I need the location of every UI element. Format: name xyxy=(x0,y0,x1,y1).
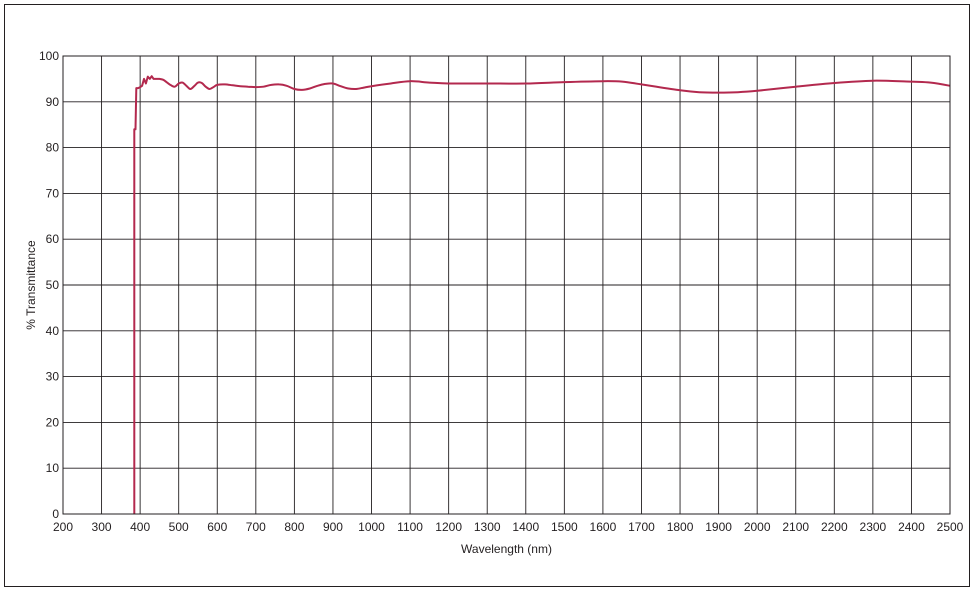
y-tick-label: 10 xyxy=(46,461,60,475)
y-tick-label: 20 xyxy=(46,415,60,429)
y-tick-label: 30 xyxy=(46,370,60,384)
x-tick-label: 1500 xyxy=(551,520,578,534)
x-tick-label: 1400 xyxy=(512,520,539,534)
y-tick-label: 0 xyxy=(52,507,59,521)
x-tick-label: 2200 xyxy=(821,520,848,534)
plot-area xyxy=(62,55,951,515)
x-tick-label: 1600 xyxy=(590,520,617,534)
series-line xyxy=(133,75,951,514)
y-tick-label: 40 xyxy=(46,324,60,338)
x-tick-label: 1900 xyxy=(705,520,732,534)
x-tick-label: 1200 xyxy=(435,520,462,534)
x-tick-label: 2100 xyxy=(782,520,809,534)
x-axis-ticks: 200 300 400 500 600 700 800 900 1000 1100 1200 1300… xyxy=(53,520,964,534)
x-tick-label: 2300 xyxy=(860,520,887,534)
y-tick-label: 50 xyxy=(46,278,60,292)
x-tick-label: 500 xyxy=(169,520,189,534)
x-axis-label: Wavelength (nm) xyxy=(461,542,552,556)
x-tick-label: 800 xyxy=(284,520,304,534)
x-tick-label: 2500 xyxy=(937,520,964,534)
x-tick-label: 200 xyxy=(53,520,73,534)
x-tick-label: 2000 xyxy=(744,520,771,534)
grid xyxy=(62,55,951,515)
x-tick-label: 700 xyxy=(246,520,266,534)
x-tick-label: 1000 xyxy=(358,520,385,534)
x-tick-label: 1700 xyxy=(628,520,655,534)
x-tick-label: 1800 xyxy=(667,520,694,534)
x-tick-label: 1300 xyxy=(474,520,501,534)
y-tick-label: 80 xyxy=(46,141,60,155)
y-axis-label: % Transmittance xyxy=(24,240,38,330)
x-tick-label: 1100 xyxy=(397,520,423,534)
x-tick-label: 400 xyxy=(130,520,150,534)
y-tick-label: 70 xyxy=(46,186,60,200)
y-tick-label: 60 xyxy=(46,232,60,246)
x-tick-label: 600 xyxy=(207,520,227,534)
x-tick-label: 300 xyxy=(92,520,112,534)
y-tick-label: 90 xyxy=(46,95,60,109)
x-tick-label: 900 xyxy=(323,520,343,534)
x-tick-label: 2400 xyxy=(898,520,925,534)
y-tick-label: 100 xyxy=(39,49,59,63)
y-axis-ticks: 0 10 20 30 40 50 60 70 80 90 100 xyxy=(39,49,59,521)
